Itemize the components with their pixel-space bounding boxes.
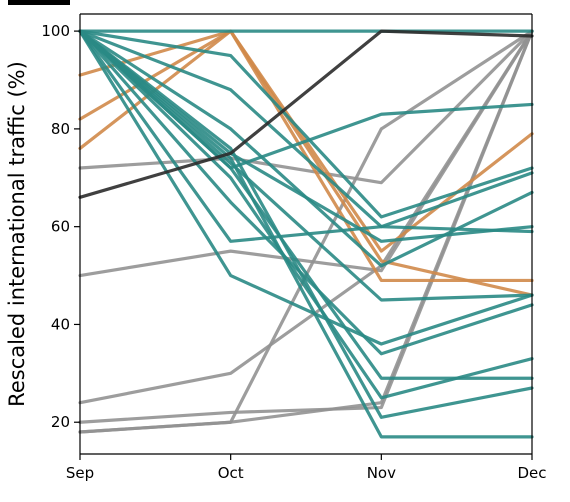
series-line-teal-7 xyxy=(78,29,534,302)
series-line-gray-23 xyxy=(78,29,534,434)
series-line-dark-24 xyxy=(78,29,534,199)
series-line-gray-20 xyxy=(78,29,534,405)
series-line-teal-14 xyxy=(78,29,534,268)
x-tick-label-oct: Oct xyxy=(218,464,244,482)
x-tick-label-nov: Nov xyxy=(367,464,396,482)
panel-label-fragment xyxy=(8,0,70,5)
y-tick-label: 20 xyxy=(51,413,70,431)
y-axis-title: Rescaled international traffic (%) xyxy=(5,61,29,407)
series-line-teal-11 xyxy=(78,29,534,400)
series-layer xyxy=(78,29,534,439)
y-tick-label: 100 xyxy=(41,22,70,40)
series-line-teal-9 xyxy=(78,29,534,356)
series-line-orange-15 xyxy=(78,29,534,283)
series-line-teal-13 xyxy=(78,29,534,439)
series-line-teal-12 xyxy=(78,29,534,419)
series-line-teal-4 xyxy=(78,29,534,243)
y-tick-label: 60 xyxy=(51,218,70,236)
ticks: 20 40 60 80 100 Sep Oct Nov Dec xyxy=(41,22,546,482)
x-tick-label-dec: Dec xyxy=(517,464,546,482)
series-line-gray-18 xyxy=(78,29,534,185)
axes xyxy=(79,13,533,455)
x-tick-label-sep: Sep xyxy=(66,464,94,482)
y-tick-label: 80 xyxy=(51,120,70,138)
series-line-teal-2 xyxy=(78,29,534,219)
series-line-teal-5 xyxy=(78,29,534,346)
y-tick-label: 40 xyxy=(51,315,70,333)
